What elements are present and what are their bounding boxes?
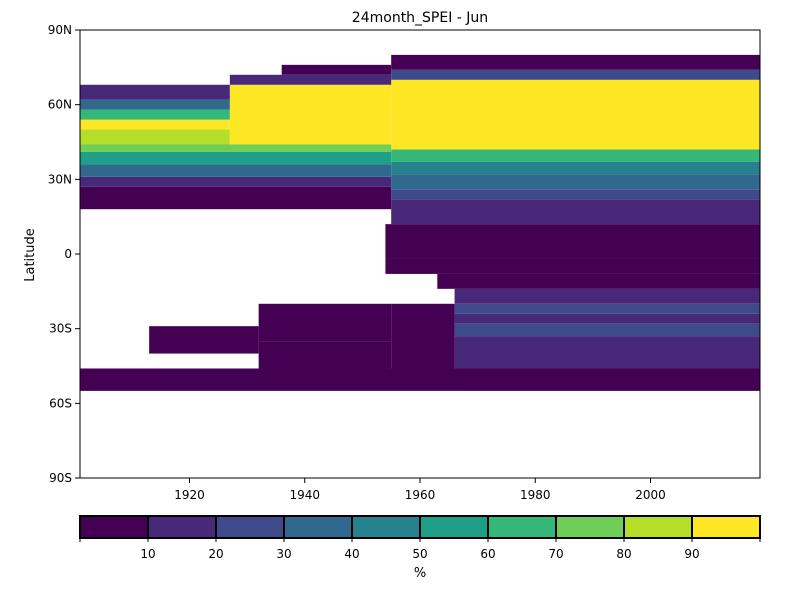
heatmap-cell — [391, 79, 760, 150]
heatmap-cell — [391, 149, 760, 162]
y-tick-label: 30S — [49, 322, 72, 336]
colorbar-segment — [147, 515, 217, 539]
heatmap-cell — [80, 84, 230, 100]
y-tick-label: 30N — [48, 172, 72, 186]
colorbar-segment — [215, 515, 285, 539]
colorbar-segment — [487, 515, 557, 539]
colorbar-label: % — [414, 566, 426, 581]
heatmap-cell — [80, 129, 230, 145]
heatmap-cells — [80, 54, 760, 391]
colorbar-tick-label: 70 — [548, 547, 563, 561]
heatmap-cell — [80, 151, 392, 165]
heatmap-cell — [80, 186, 392, 210]
heatmap-cell — [385, 224, 760, 259]
colorbar-segment — [79, 515, 149, 539]
colorbar-tick-label: 80 — [616, 547, 631, 561]
heatmap-cell — [391, 189, 760, 200]
heatmap-cell — [391, 161, 760, 175]
colorbar-segment — [283, 515, 353, 539]
heatmap-cell — [80, 144, 392, 152]
heatmap-cell — [80, 164, 392, 177]
heatmap-cell — [391, 174, 760, 190]
heatmap-cell — [391, 69, 760, 80]
x-tick-label: 1960 — [405, 488, 436, 502]
heatmap-cell — [258, 303, 392, 342]
y-axis-label: Latitude — [23, 228, 38, 282]
heatmap-cell — [80, 176, 392, 187]
heatmap-cell — [385, 258, 760, 274]
colorbar-segment — [419, 515, 489, 539]
heatmap-cell — [258, 341, 392, 369]
colorbar-segment — [691, 515, 761, 539]
y-tick-label: 90S — [49, 471, 72, 485]
heatmap-cell — [391, 199, 760, 225]
colorbar-tick-label: 40 — [344, 547, 359, 561]
y-tick-label: 60S — [49, 396, 72, 410]
x-axis: 1920 1940 1960 1980 2000 — [174, 478, 666, 502]
colorbar-tick-label: 10 — [140, 547, 155, 561]
heatmap-cell — [437, 273, 760, 289]
heatmap-cell — [149, 326, 259, 354]
colorbar-tick-label: 50 — [412, 547, 427, 561]
x-tick-label: 1940 — [289, 488, 320, 502]
heatmap-cell — [454, 303, 760, 314]
heatmap-cell — [229, 84, 392, 145]
colorbar-tick-label: 20 — [208, 547, 223, 561]
x-tick-label: 2000 — [635, 488, 666, 502]
heatmap-cell — [391, 303, 455, 369]
x-tick-label: 1980 — [520, 488, 551, 502]
heatmap-cell — [80, 119, 230, 130]
heatmap-cell — [281, 64, 392, 75]
heatmap-cell — [454, 288, 760, 304]
y-tick-label: 60N — [48, 98, 72, 112]
colorbar-tick-label: 30 — [276, 547, 291, 561]
colorbar-segment — [623, 515, 693, 539]
heatmap-cell — [454, 323, 760, 337]
heatmap-cell — [454, 313, 760, 324]
heatmap-cell — [454, 336, 760, 369]
x-tick-label: 1920 — [174, 488, 205, 502]
y-tick-label: 90N — [48, 23, 72, 37]
chart-title: 24month_SPEI - Jun — [352, 10, 488, 26]
colorbar-tick-label: 60 — [480, 547, 495, 561]
colorbar: 10 20 30 40 50 60 70 80 90 — [79, 515, 761, 561]
y-axis: 90N 60N 30N 0 30S 60S 90S — [48, 23, 80, 485]
heatmap-cell — [391, 54, 760, 70]
y-tick-label: 0 — [64, 247, 72, 261]
colorbar-segment — [555, 515, 625, 539]
heatmap-cell — [80, 368, 760, 391]
colorbar-segment — [351, 515, 421, 539]
heatmap-cell — [229, 74, 392, 85]
colorbar-tick-label: 90 — [684, 547, 699, 561]
heatmap-cell — [80, 99, 230, 110]
heatmap-cell — [80, 109, 230, 120]
